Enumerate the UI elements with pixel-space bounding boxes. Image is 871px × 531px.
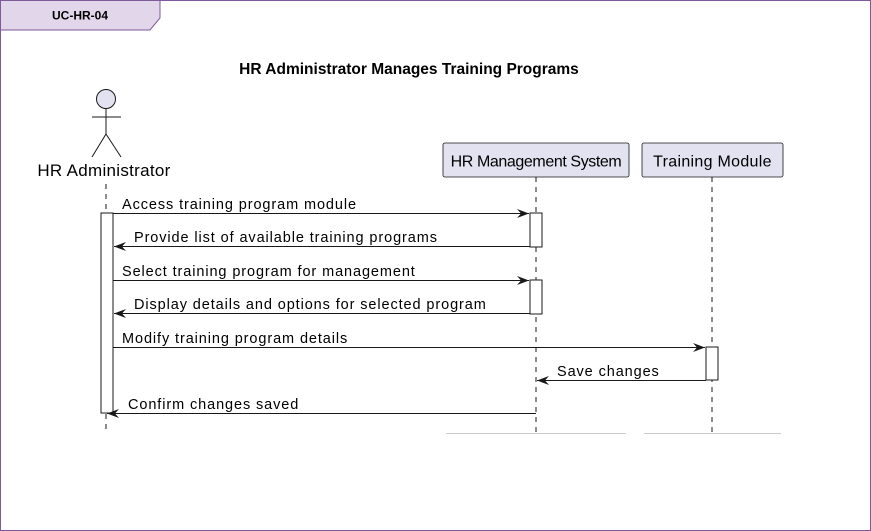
- message-4: Display details and options for selected…: [114, 297, 530, 318]
- message-label: Modify training program details: [122, 331, 348, 347]
- participant-hrms: HR Management System: [442, 142, 630, 178]
- message-label: Save changes: [557, 364, 660, 380]
- frame-tab: [0, 0, 161, 31]
- activation-bar-hrms: [529, 212, 543, 248]
- actor-label: HR Administrator: [37, 161, 170, 180]
- participant-training: Training Module: [641, 142, 784, 178]
- message-2: Provide list of available training progr…: [114, 230, 530, 251]
- activation-bar-training: [705, 346, 719, 381]
- participant-label: HR Management System: [451, 154, 622, 171]
- frame-tab-label: UC-HR-04: [52, 9, 108, 23]
- message-1: Access training program module: [113, 197, 529, 218]
- arrowhead-icon: [517, 276, 529, 285]
- arrowhead-icon: [114, 242, 126, 251]
- message-label: Access training program module: [122, 197, 357, 213]
- message-6: Save changes: [537, 364, 706, 385]
- arrowhead-icon: [693, 343, 705, 352]
- stick-figure-icon: [91, 89, 122, 158]
- activation-bar-actor: [100, 212, 114, 414]
- message-5: Modify training program details: [113, 331, 705, 352]
- message-label: Select training program for management: [122, 264, 416, 280]
- arrowhead-icon: [107, 409, 119, 418]
- participant-label: Training Module: [653, 154, 772, 171]
- activation-bar-hrms: [529, 279, 543, 315]
- arrowhead-icon: [537, 376, 549, 385]
- message-label: Confirm changes saved: [128, 397, 299, 413]
- diagram-title: HR Administrator Manages Training Progra…: [239, 61, 579, 78]
- arrowhead-icon: [114, 309, 126, 318]
- message-7: Confirm changes saved: [107, 397, 536, 418]
- message-label: Provide list of available training progr…: [134, 230, 438, 246]
- message-3: Select training program for management: [113, 264, 529, 285]
- message-label: Display details and options for selected…: [134, 297, 487, 313]
- arrowhead-icon: [517, 209, 529, 218]
